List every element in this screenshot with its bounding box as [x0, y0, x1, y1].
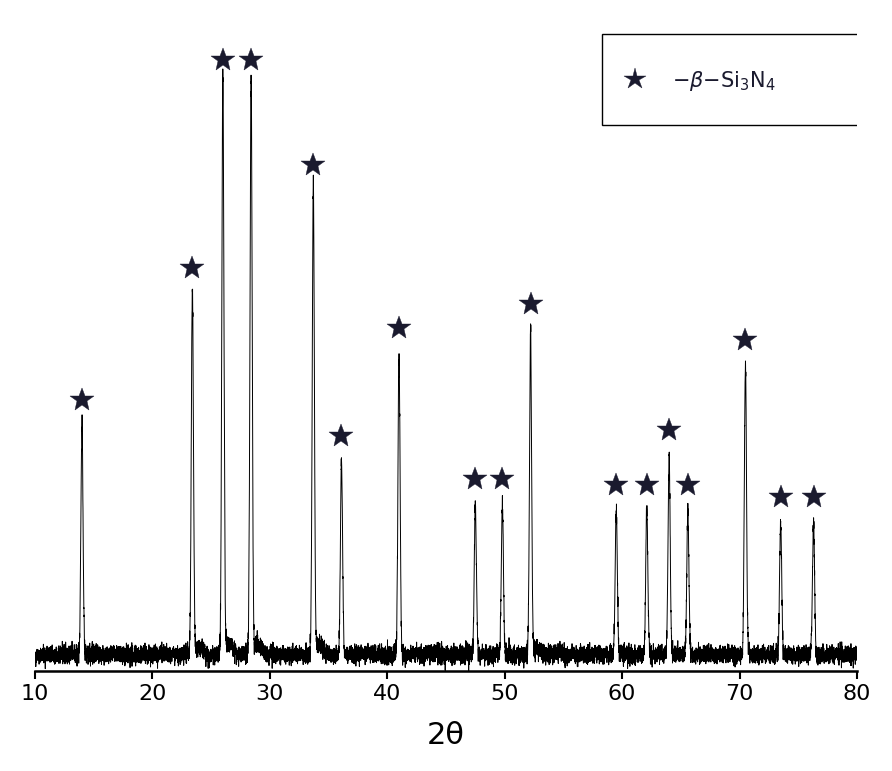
- Text: $-\beta\mathrm{-Si_3N_4}$: $-\beta\mathrm{-Si_3N_4}$: [672, 69, 776, 93]
- FancyBboxPatch shape: [602, 34, 865, 125]
- X-axis label: 2θ: 2θ: [427, 721, 465, 750]
